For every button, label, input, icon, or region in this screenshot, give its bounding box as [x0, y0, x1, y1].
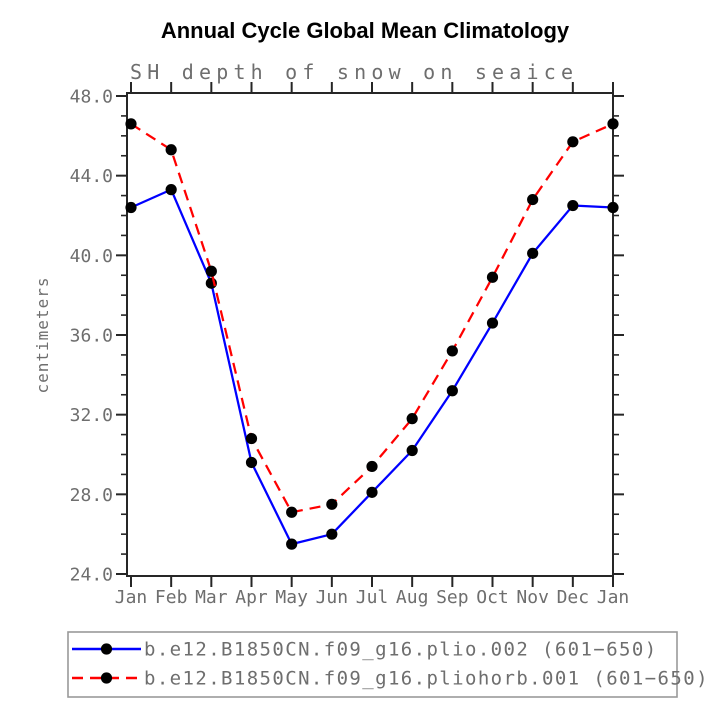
legend-label-pliohorb001: b.e12.B1850CN.f09_g16.pliohorb.001 (601−…: [144, 668, 709, 690]
month-label: Dec: [557, 587, 590, 608]
chart-subtitle: SH depth of snow on seaice: [130, 60, 578, 84]
series-line: [130, 122, 614, 514]
data-point-marker: [607, 201, 619, 214]
month-label: Apr: [235, 587, 268, 608]
y-tick-label: 24.0: [70, 565, 113, 586]
data-point-marker: [486, 317, 499, 329]
data-point-marker: [406, 413, 418, 425]
data-point-marker: [286, 506, 298, 518]
legend-label-plio002: b.e12.B1850CN.f09_g16.plio.002 (601−650): [144, 639, 658, 661]
data-point-marker: [567, 199, 579, 212]
data-point-marker: [326, 528, 338, 540]
month-label: Jun: [316, 587, 349, 608]
data-point-marker: [366, 486, 378, 498]
data-point-marker: [165, 184, 177, 196]
data-point-marker: [125, 201, 137, 214]
y-tick-label: 44.0: [70, 166, 113, 187]
data-point-marker: [527, 247, 539, 259]
y-tick-label: 32.0: [70, 405, 113, 426]
axes: 24.0 28.0 32.0 36.0 40.0 44.0 48.0 Jan Feb Mar Apr…: [70, 82, 630, 608]
month-label: Oct: [476, 587, 509, 608]
data-point-marker: [326, 498, 338, 510]
plot-border: [126, 92, 614, 577]
month-label: Feb: [155, 587, 188, 608]
y-axis-title: centimeters: [33, 277, 52, 394]
legend-box: [67, 631, 678, 698]
data-point-marker: [245, 456, 258, 469]
month-label: Aug: [396, 587, 429, 608]
data-point-marker: [245, 432, 258, 445]
data-series: [125, 118, 619, 550]
data-point-marker: [125, 118, 137, 130]
data-point-marker: [567, 136, 579, 148]
data-point-marker: [205, 265, 217, 277]
y-tick-label: 28.0: [70, 485, 113, 506]
data-point-marker: [406, 444, 418, 457]
legend-entry-pliohorb001: b.e12.B1850CN.f09_g16.pliohorb.001 (601−…: [72, 668, 709, 690]
data-point-marker: [527, 193, 539, 206]
y-tick-label: 48.0: [70, 87, 113, 108]
data-point-marker: [165, 144, 177, 156]
data-point-marker: [286, 538, 298, 550]
data-point-marker: [366, 460, 378, 473]
legend-marker-dot: [100, 672, 113, 684]
month-label: May: [275, 587, 308, 608]
y-tick-label: 40.0: [70, 246, 113, 267]
month-label: Jan: [597, 587, 630, 608]
month-label: Jan: [115, 587, 148, 608]
month-label: Mar: [195, 587, 228, 608]
month-label: Jul: [356, 587, 389, 608]
legend: b.e12.B1850CN.f09_g16.plio.002 (601−650)…: [67, 631, 709, 698]
data-point-marker: [486, 271, 499, 283]
legend-entry-plio002: b.e12.B1850CN.f09_g16.plio.002 (601−650): [72, 639, 658, 661]
data-point-marker: [446, 385, 458, 397]
chart-title: Annual Cycle Global Mean Climatology: [161, 18, 570, 43]
data-point-marker: [446, 345, 458, 357]
y-tick-label: 36.0: [70, 326, 113, 347]
data-point-marker: [607, 118, 619, 130]
legend-marker-dot: [100, 643, 113, 655]
month-label: Sep: [436, 587, 469, 608]
month-label: Nov: [516, 587, 549, 608]
